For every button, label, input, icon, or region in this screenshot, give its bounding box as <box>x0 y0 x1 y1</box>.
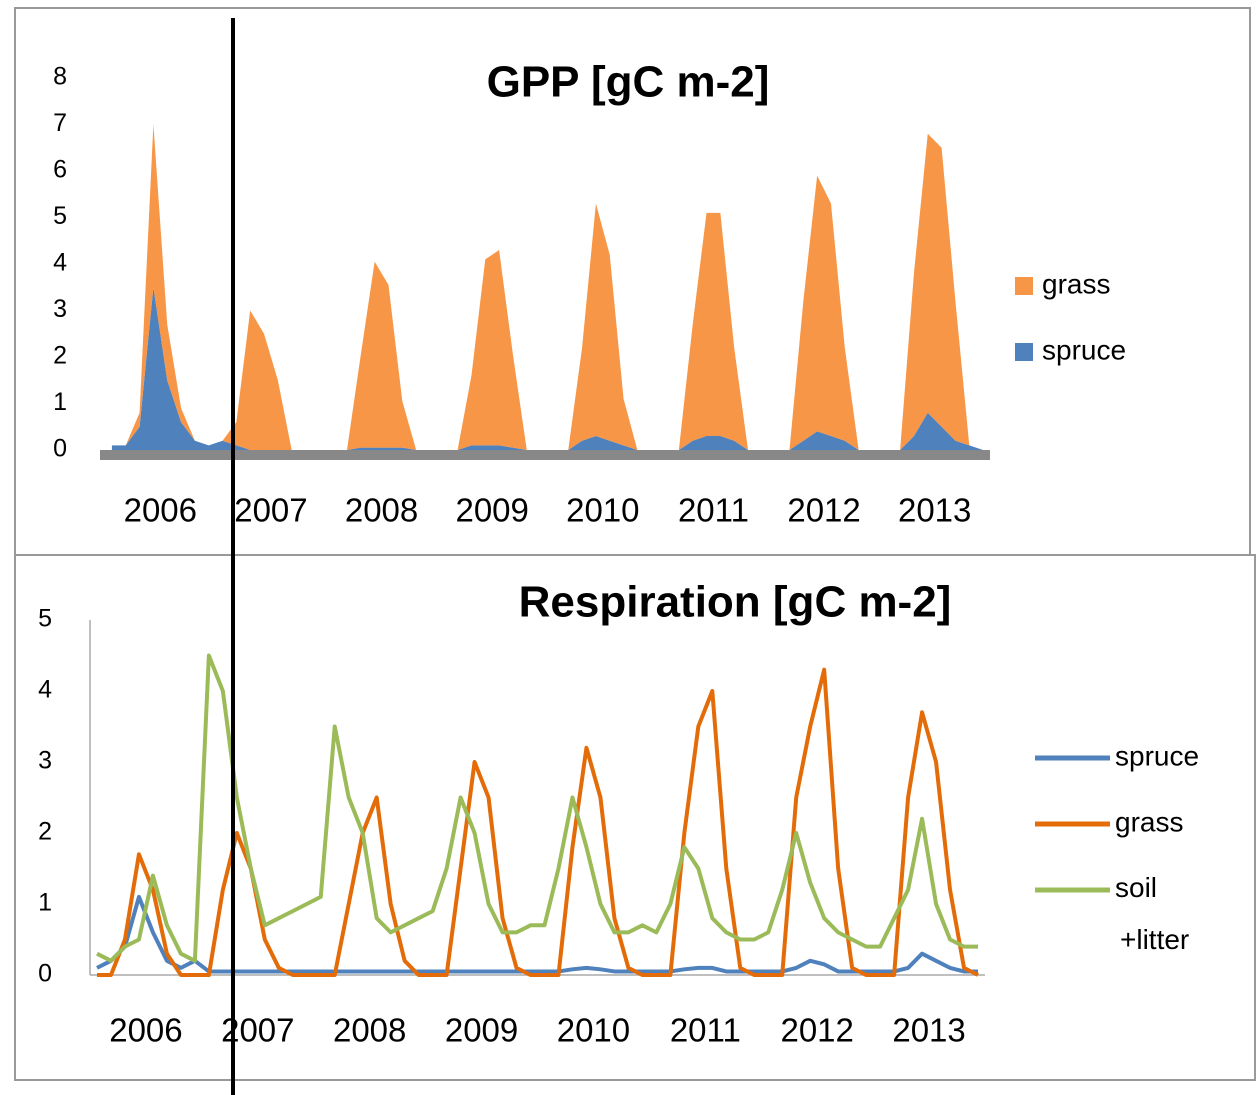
x-tick-label: 2010 <box>566 492 639 529</box>
respiration-frame <box>14 554 1256 1081</box>
y-tick-label: 3 <box>53 295 67 323</box>
y-tick-label: 4 <box>38 676 52 704</box>
x-tick-label: 2006 <box>124 492 197 529</box>
x-tick-label: 2009 <box>445 1012 518 1049</box>
x-tick-label: 2006 <box>109 1012 182 1049</box>
x-tick-label: 2012 <box>787 492 860 529</box>
legend-label: grass <box>1042 268 1110 299</box>
y-tick-label: 3 <box>38 747 52 775</box>
y-tick-label: 0 <box>53 435 67 463</box>
x-tick-label: 2012 <box>780 1012 853 1049</box>
legend-label: spruce <box>1042 334 1126 365</box>
chart-title: Respiration [gC m-2] <box>519 578 952 627</box>
x-tick-label: 2011 <box>678 492 749 529</box>
y-tick-label: 0 <box>38 960 52 988</box>
x-tick-label: 2007 <box>234 492 307 529</box>
y-tick-label: 1 <box>53 388 67 416</box>
x-tick-label: 2008 <box>333 1012 406 1049</box>
y-tick-label: 7 <box>53 109 67 137</box>
x-tick-label: 2008 <box>345 492 418 529</box>
area <box>111 124 984 450</box>
legend-label: soil +litter <box>1115 872 1189 955</box>
line <box>96 653 979 963</box>
legend-swatch <box>1015 277 1033 295</box>
y-tick-label: 5 <box>38 605 52 633</box>
chart-title: GPP [gC m-2] <box>487 58 770 107</box>
y-tick-label: 8 <box>53 63 67 91</box>
legend-swatch <box>1015 343 1033 361</box>
y-tick-label: 5 <box>53 202 67 230</box>
x-tick-label: 2011 <box>670 1012 741 1049</box>
y-tick-label: 2 <box>38 818 52 846</box>
x-tick-label: 2010 <box>557 1012 630 1049</box>
y-tick-label: 6 <box>53 156 67 184</box>
y-tick-label: 4 <box>53 249 67 277</box>
line <box>96 667 979 977</box>
legend-label: grass <box>1115 806 1183 837</box>
y-tick-label: 2 <box>53 342 67 370</box>
legend-label: spruce <box>1115 740 1199 771</box>
x-tick-label: 2013 <box>892 1012 965 1049</box>
y-tick-label: 1 <box>38 889 52 917</box>
x-tick-label: 2013 <box>898 492 971 529</box>
x-tick-label: 2009 <box>455 492 528 529</box>
line <box>96 894 979 974</box>
